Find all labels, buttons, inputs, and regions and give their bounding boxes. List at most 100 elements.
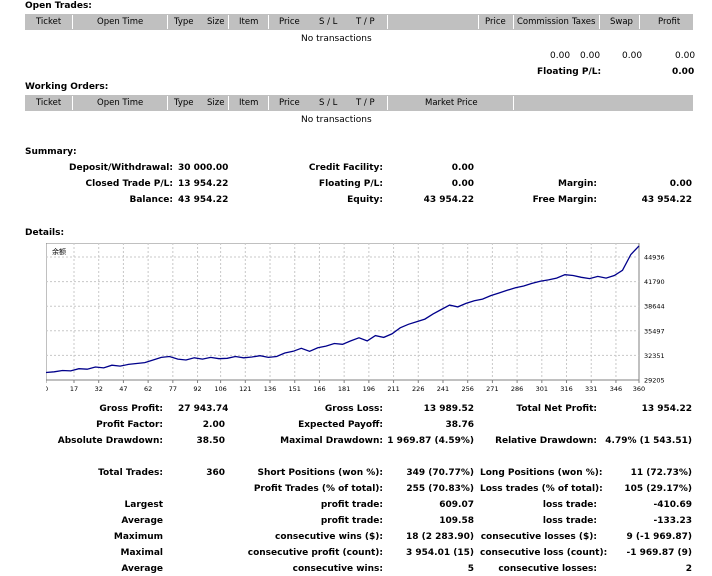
max-wins-label: consecutive wins ($): — [274, 532, 383, 542]
rel-drawdown-label: Relative Drawdown: — [495, 436, 597, 446]
col-swap: Swap — [610, 17, 633, 27]
total-commission: 0.00 — [550, 51, 571, 61]
closed-pl-label: Closed Trade P/L: — [85, 179, 173, 189]
abs-drawdown-label: Absolute Drawdown: — [57, 436, 163, 446]
profit-factor-value: 2.00 — [202, 420, 225, 430]
maximal-loss-value: -1 969.87 (9) — [626, 548, 692, 558]
x-tick-label: 226 — [412, 385, 424, 393]
avg-losses-value: 2 — [685, 564, 692, 574]
maximum-label: Maximum — [113, 532, 163, 542]
wo-col-ticket: Ticket — [36, 98, 62, 108]
free-margin-value: 43 954.22 — [641, 195, 692, 205]
y-tick-label: 41790 — [644, 278, 665, 286]
col-commission: Commission — [517, 17, 569, 27]
expected-payoff-label: Expected Payoff: — [298, 420, 383, 430]
total-profit: 0.00 — [675, 51, 696, 61]
x-tick-label: 0 — [46, 385, 48, 393]
max-drawdown-value: 1 969.87 (4.59%) — [387, 436, 474, 446]
abs-drawdown-value: 38.50 — [196, 436, 225, 446]
wo-col-tp: T / P — [356, 98, 375, 108]
col-taxes: Taxes — [572, 17, 596, 27]
x-tick-label: 301 — [536, 385, 548, 393]
x-tick-label: 32 — [95, 385, 103, 393]
chart-legend: 余额 — [52, 247, 66, 256]
summary-floating-label: Floating P/L: — [318, 179, 383, 189]
wo-col-open-time: Open Time — [97, 98, 144, 108]
x-tick-label: 360 — [633, 385, 645, 393]
col-size: Size — [207, 17, 225, 27]
credit-value: 0.00 — [451, 163, 474, 173]
total-swap: 0.00 — [622, 51, 643, 61]
loss-trades-value: 105 (29.17%) — [624, 484, 692, 494]
largest-label: Largest — [124, 500, 163, 510]
wo-col-size: Size — [207, 98, 225, 108]
col-tp: T / P — [356, 17, 375, 27]
profit-factor-label: Profit Factor: — [96, 420, 163, 430]
average-label: Average — [121, 516, 163, 526]
x-tick-label: 331 — [585, 385, 597, 393]
x-tick-label: 106 — [214, 385, 226, 393]
x-tick-label: 121 — [239, 385, 251, 393]
equity-value: 43 954.22 — [423, 195, 474, 205]
balance-label: Balance: — [129, 195, 173, 205]
max-losses-label: consecutive losses ($): — [480, 532, 597, 542]
largest-profit-label: profit trade: — [320, 500, 383, 510]
open-trades-title: Open Trades: — [25, 1, 92, 11]
max-wins-value: 18 (2 283.90) — [405, 532, 474, 542]
loss-trades-label: Loss trades (% of total): — [480, 484, 603, 494]
x-tick-label: 17 — [70, 385, 78, 393]
wo-col-market-price: Market Price — [425, 98, 478, 108]
largest-profit-value: 609.07 — [439, 500, 474, 510]
col-item: Item — [239, 17, 259, 27]
x-tick-label: 136 — [264, 385, 276, 393]
total-trades-value: 360 — [206, 468, 225, 478]
x-tick-label: 196 — [363, 385, 375, 393]
floating-pl-label: Floating P/L: — [537, 67, 602, 77]
average-consecutive-label: Average — [121, 564, 163, 574]
free-margin-label: Free Margin: — [532, 195, 597, 205]
average-loss-value: -133.23 — [653, 516, 692, 526]
x-tick-label: 241 — [437, 385, 449, 393]
avg-wins-label: consecutive wins: — [292, 564, 383, 574]
expected-payoff-value: 38.76 — [445, 420, 474, 430]
maximal-loss-label: consecutive loss (count): — [480, 548, 608, 558]
avg-wins-value: 5 — [467, 564, 474, 574]
margin-label: Margin: — [557, 179, 597, 189]
wo-col-type: Type — [174, 98, 194, 108]
summary-floating-value: 0.00 — [451, 179, 474, 189]
margin-value: 0.00 — [669, 179, 692, 189]
y-tick-label: 32351 — [644, 352, 665, 360]
balance-value: 43 954.22 — [178, 195, 229, 205]
short-positions-value: 349 (70.77%) — [406, 468, 474, 478]
col-price-2: Price — [485, 17, 506, 27]
col-price: Price — [279, 17, 300, 27]
wo-col-price: Price — [279, 98, 300, 108]
details-title: Details: — [25, 228, 65, 238]
balance-chart: 余额 44936 41790 38644 35497 32351 29205 0 17 32 4… — [46, 243, 665, 393]
x-tick-label: 47 — [119, 385, 127, 393]
y-tick-label: 35497 — [644, 327, 665, 335]
avg-losses-label: consecutive losses: — [498, 564, 597, 574]
x-tick-label: 211 — [387, 385, 399, 393]
maximal-profit-value: 3 954.01 (15) — [405, 548, 474, 558]
gross-loss-value: 13 989.52 — [423, 404, 474, 414]
maximal-label: Maximal — [120, 548, 163, 558]
profit-trades-value: 255 (70.83%) — [406, 484, 474, 494]
x-tick-label: 316 — [560, 385, 572, 393]
profit-trades-label: Profit Trades (% of total): — [253, 484, 383, 494]
x-tick-label: 181 — [338, 385, 350, 393]
x-tick-label: 151 — [289, 385, 301, 393]
net-profit-label: Total Net Profit: — [516, 404, 597, 414]
average-profit-value: 109.58 — [439, 516, 474, 526]
x-tick-label: 256 — [461, 385, 473, 393]
wo-col-sl: S / L — [319, 98, 338, 108]
col-ticket: Ticket — [36, 17, 62, 27]
net-profit-value: 13 954.22 — [641, 404, 692, 414]
y-tick-label: 29205 — [644, 377, 665, 385]
rel-drawdown-value: 4.79% (1 543.51) — [605, 436, 692, 446]
long-positions-value: 11 (72.73%) — [630, 468, 692, 478]
max-losses-value: 9 (-1 969.87) — [626, 532, 692, 542]
largest-loss-value: -410.69 — [653, 500, 692, 510]
x-tick-label: 166 — [313, 385, 325, 393]
average-loss-label: loss trade: — [542, 516, 597, 526]
